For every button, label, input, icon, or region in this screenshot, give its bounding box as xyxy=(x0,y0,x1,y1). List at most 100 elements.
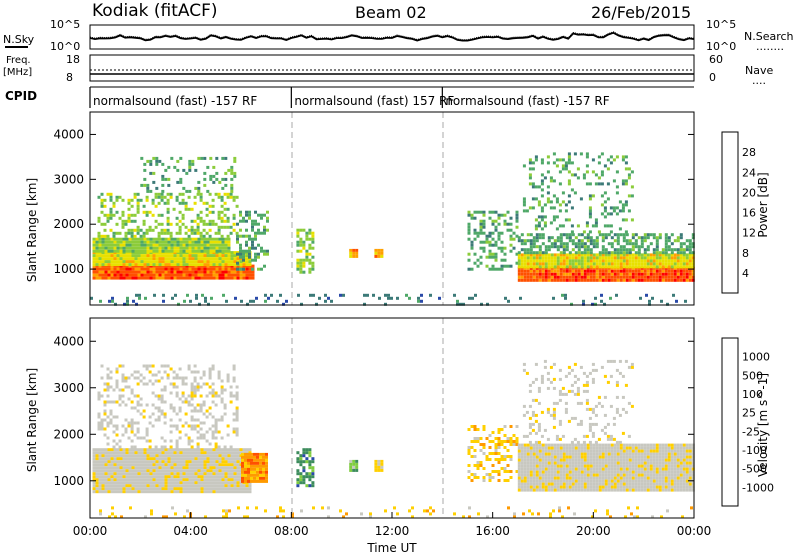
velocity-cell xyxy=(601,488,605,492)
velocity-cell xyxy=(607,449,611,453)
power-cell xyxy=(188,273,192,277)
velocity-cell xyxy=(110,451,114,455)
velocity-cell xyxy=(601,452,605,456)
power-cell xyxy=(585,221,589,225)
velocity-cell xyxy=(655,446,659,450)
power-cell xyxy=(143,162,147,166)
power-cell xyxy=(251,237,254,241)
power-cell xyxy=(631,269,635,273)
velocity-cell xyxy=(556,458,560,462)
velocity-cell xyxy=(500,443,504,446)
power-cell xyxy=(547,275,551,279)
power-cell xyxy=(226,225,230,229)
velocity-cell xyxy=(130,406,134,410)
velocity-cell xyxy=(191,469,195,473)
velocity-cell xyxy=(203,463,207,467)
power-cell xyxy=(110,273,114,277)
velocity-cell xyxy=(182,487,186,491)
velocity-cell xyxy=(191,487,195,491)
power-cell xyxy=(520,272,524,276)
velocity-cell xyxy=(92,454,96,458)
power-cell xyxy=(217,213,221,217)
power-cell xyxy=(122,260,126,264)
power-cell xyxy=(586,245,590,249)
velocity-cell xyxy=(140,469,144,473)
power-cell xyxy=(688,253,692,257)
velocity-cell xyxy=(628,461,632,465)
velocity-cell xyxy=(220,379,224,383)
power-cell xyxy=(158,243,162,247)
power-cell xyxy=(535,233,539,237)
power-cell xyxy=(482,210,486,214)
power-cell xyxy=(113,276,117,280)
velocity-cell xyxy=(577,461,581,465)
velocity-cell xyxy=(526,449,530,453)
velocity-cell xyxy=(556,479,560,483)
power-cell xyxy=(161,276,165,280)
power-cell xyxy=(691,253,695,257)
power-cell xyxy=(171,296,174,300)
velocity-cell xyxy=(601,482,605,486)
power-cell xyxy=(526,259,530,263)
power-cell xyxy=(622,236,626,240)
power-cell xyxy=(628,248,632,252)
power-cell xyxy=(571,265,575,269)
power-cell xyxy=(135,293,138,297)
velocity-cell xyxy=(224,451,228,455)
power-cell xyxy=(491,267,495,271)
power-cell xyxy=(212,263,216,267)
velocity-cell xyxy=(529,488,533,492)
velocity-cell xyxy=(571,443,575,447)
velocity-cell xyxy=(107,478,111,482)
power-cell xyxy=(529,239,533,243)
power-cell xyxy=(567,155,571,159)
velocity-cell xyxy=(667,488,671,492)
velocity-cell xyxy=(119,460,123,464)
velocity-cell xyxy=(547,458,551,462)
power-cell xyxy=(230,263,234,267)
velocity-cell xyxy=(670,485,674,489)
power-cell xyxy=(248,252,251,256)
power-cell xyxy=(127,216,131,220)
power-cell xyxy=(619,265,623,269)
power-cell xyxy=(122,263,126,267)
power-cell xyxy=(267,296,270,300)
velocity-cell xyxy=(661,455,665,459)
velocity-cell xyxy=(302,460,306,464)
velocity-cell xyxy=(604,485,608,489)
power-cell xyxy=(260,246,263,250)
power-cell xyxy=(550,236,554,240)
velocity-cell xyxy=(131,448,135,452)
power-cell xyxy=(131,249,135,253)
velocity-cell xyxy=(640,446,644,450)
power-cell xyxy=(595,253,599,257)
velocity-cell xyxy=(622,446,626,450)
power-cell xyxy=(212,249,216,253)
velocity-cell xyxy=(305,472,309,476)
velocity-cell xyxy=(95,481,99,485)
power-cell xyxy=(580,256,584,260)
power-cell xyxy=(215,237,219,241)
power-cell xyxy=(95,257,99,261)
velocity-cell xyxy=(574,461,578,465)
power-cell xyxy=(251,246,254,250)
velocity-cell xyxy=(265,473,268,477)
velocity-cell xyxy=(167,490,171,494)
velocity-cell xyxy=(175,385,179,389)
velocity-cell xyxy=(113,490,117,494)
velocity-cell xyxy=(224,454,228,458)
velocity-cell xyxy=(497,440,501,443)
power-cell xyxy=(160,222,164,226)
velocity-cell xyxy=(253,476,256,480)
velocity-cell xyxy=(152,484,156,488)
power-cell xyxy=(212,270,216,274)
velocity-cell xyxy=(206,460,210,464)
power-cell xyxy=(223,192,227,196)
velocity-cell xyxy=(122,448,126,452)
power-panel-frame xyxy=(89,111,695,306)
power-cell xyxy=(173,240,177,244)
power-cell xyxy=(104,237,108,241)
power-cell xyxy=(173,273,177,277)
power-cell xyxy=(603,302,606,306)
power-cell xyxy=(646,236,650,240)
